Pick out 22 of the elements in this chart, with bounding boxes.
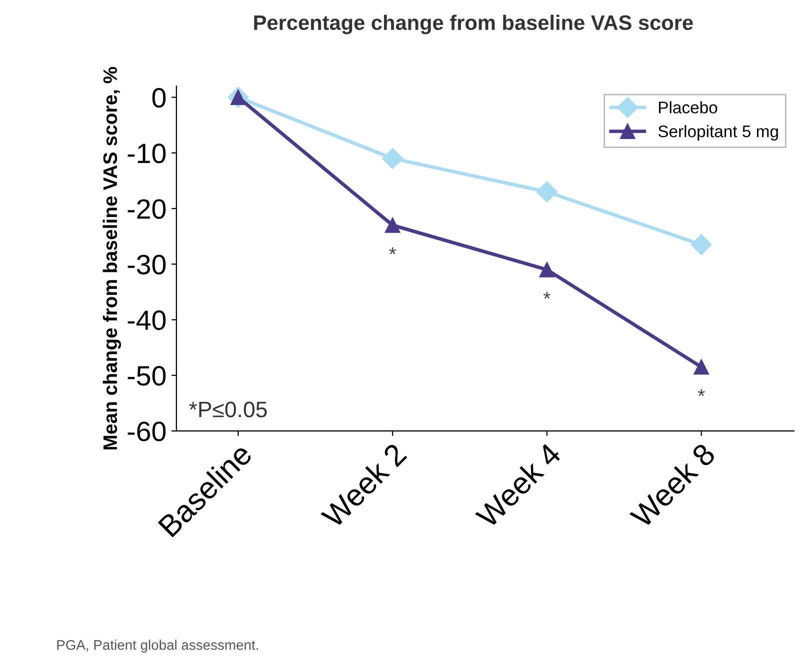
chart-title: Percentage change from baseline VAS score <box>254 14 693 34</box>
y-tick-label: -40 <box>128 310 166 330</box>
point <box>382 148 404 169</box>
point <box>539 262 555 278</box>
legend-label: Placebo <box>658 101 718 114</box>
point <box>690 234 712 256</box>
point <box>694 359 709 375</box>
point <box>384 218 400 233</box>
y-tick-label: -60 <box>128 422 166 442</box>
y-tick-label: -30 <box>128 254 166 274</box>
annotation: * <box>389 247 396 254</box>
text: PGA, Patient global assessment. <box>57 640 258 653</box>
y-tick-label: -50 <box>128 366 166 386</box>
point <box>536 181 558 202</box>
annotation: * <box>543 292 550 299</box>
legend-label: Serlopitant 5 mg <box>658 125 778 141</box>
y-tick-label: -20 <box>128 199 166 219</box>
y-tick-label: 0 <box>152 88 166 108</box>
annotation: *P≤0.05 <box>189 402 267 418</box>
annotation: * <box>698 389 705 396</box>
y-tick-label: -10 <box>128 144 166 164</box>
y-axis-title: Mean change from baseline VAS score, % <box>102 66 122 450</box>
